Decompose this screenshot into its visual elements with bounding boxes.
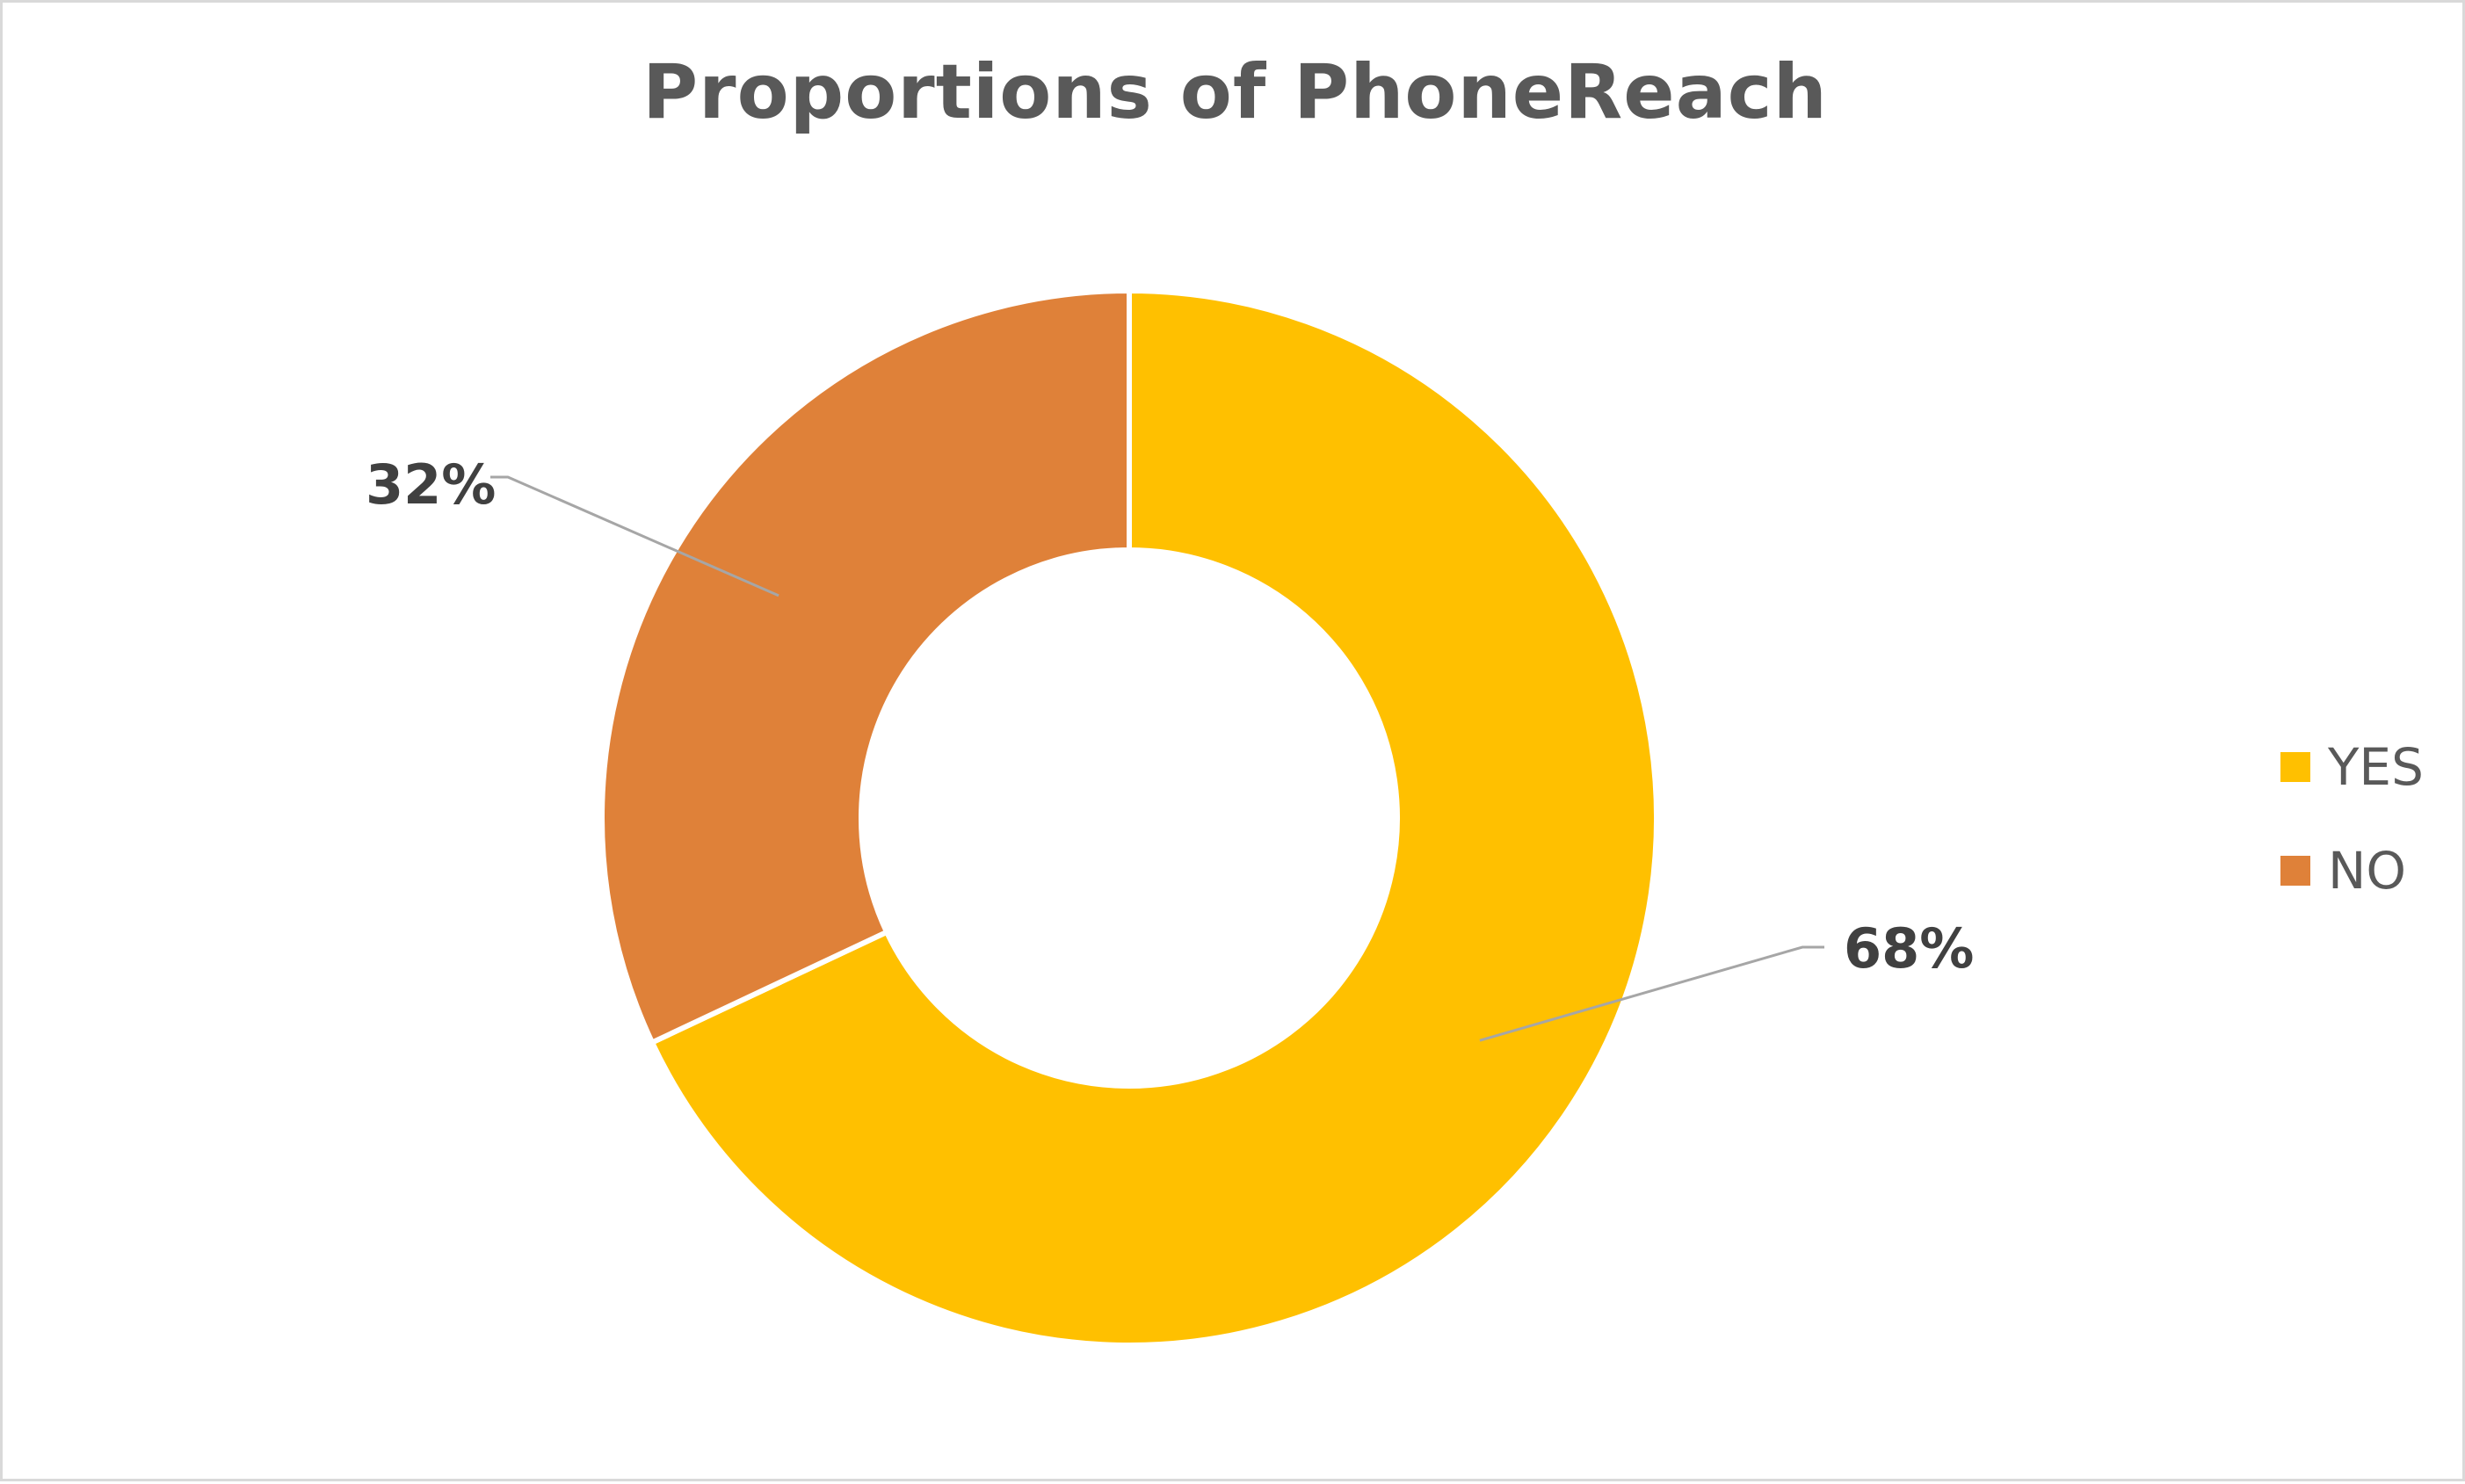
slice-yes xyxy=(649,287,1659,1348)
doughnut-chart: 68% 32% YES NO xyxy=(366,287,2424,1348)
chart-title: Proportions of PhoneReach xyxy=(642,48,1828,136)
legend-swatch-yes xyxy=(2280,752,2310,782)
slices-group xyxy=(599,287,1659,1348)
slice-no xyxy=(599,287,1132,1046)
data-label-yes: 68% xyxy=(1844,916,1974,981)
legend-label-yes: YES xyxy=(2327,737,2424,797)
legend-swatch-no xyxy=(2280,856,2310,886)
data-label-no: 32% xyxy=(366,452,496,517)
data-labels-group: 68% 32% xyxy=(366,452,1974,981)
leader-lines-group xyxy=(490,475,1824,1042)
legend: YES NO xyxy=(2280,737,2424,901)
legend-label-no: NO xyxy=(2328,841,2406,901)
leader-line-yes xyxy=(1479,945,1824,1042)
leader-line-no xyxy=(490,475,779,597)
